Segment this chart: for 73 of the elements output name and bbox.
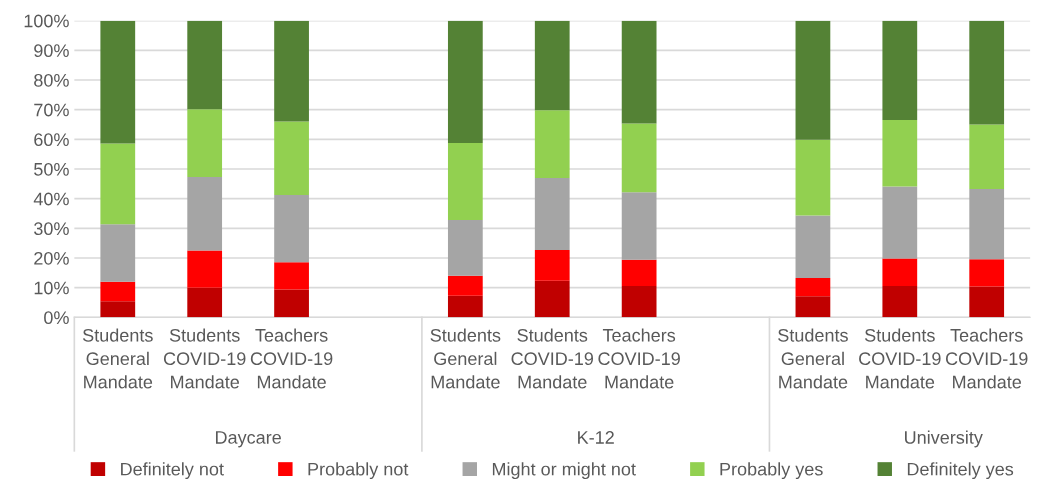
bar (969, 20, 1005, 125)
bar (187, 250, 223, 288)
x-tick-label: Teachers COVID-19 Mandate (945, 328, 1028, 389)
legend-label: Definitely yes (907, 462, 1014, 480)
x-tick-label: Students General Mandate (82, 328, 153, 389)
y-tick-label: 50% (34, 162, 69, 176)
bar (621, 285, 657, 318)
bar (621, 123, 657, 193)
bar (882, 258, 918, 286)
bar (100, 20, 136, 144)
y-tick-label: 60% (34, 133, 69, 147)
bar (534, 280, 570, 318)
bar (882, 20, 918, 121)
bar (534, 20, 570, 111)
x-tick-label: Students COVID-19 Mandate (859, 328, 941, 389)
x-tick-label: Students COVID-19 Mandate (163, 328, 246, 389)
bar (969, 188, 1005, 260)
y-tick-label: 90% (34, 44, 69, 58)
y-tick-label: 30% (34, 222, 69, 236)
y-tick-label: 80% (34, 73, 69, 87)
bar (100, 281, 136, 302)
bar (969, 286, 1005, 318)
bar (274, 262, 309, 290)
bar (882, 186, 918, 259)
bar (621, 192, 657, 260)
text: University (905, 430, 983, 448)
bar (882, 285, 918, 318)
text: K-12 (578, 431, 614, 444)
bar (969, 259, 1005, 287)
bar (621, 20, 657, 124)
bar (795, 215, 831, 278)
legend-label: Probably yes (720, 462, 823, 480)
bar (795, 277, 831, 297)
bar (795, 139, 831, 216)
x-tick-label: Students General Mandate (778, 328, 848, 389)
bar (534, 110, 570, 178)
legend-label: Definitely not (121, 462, 224, 480)
bar (274, 20, 309, 122)
bar (100, 224, 136, 282)
legend-label: Probably not (308, 462, 409, 480)
bar (795, 296, 831, 318)
text: Daycare (215, 431, 281, 448)
bar (969, 124, 1005, 189)
bar (534, 177, 570, 250)
bar (274, 121, 309, 196)
x-tick-label: Teachers COVID-19 Mandate (598, 328, 680, 389)
y-tick-label: 40% (33, 192, 69, 206)
y-tick-label: 0% (44, 311, 69, 325)
bar (187, 20, 223, 110)
y-tick-label: 20% (34, 251, 69, 265)
bar (447, 295, 483, 318)
x-tick-label: Students COVID-19 Mandate (511, 328, 594, 389)
bar (795, 20, 831, 140)
bar (187, 177, 223, 251)
bar (621, 259, 657, 286)
bar (447, 275, 483, 296)
bar (100, 301, 136, 318)
bar (187, 109, 223, 178)
bar (100, 143, 136, 225)
bar (447, 20, 483, 143)
y-tick-label: 70% (34, 103, 69, 117)
bar (447, 142, 483, 221)
bar (882, 120, 918, 187)
bar (274, 289, 309, 318)
y-tick-label: 10% (34, 281, 69, 295)
x-tick-label: Students General Mandate (430, 328, 501, 389)
bar (187, 287, 223, 318)
bar (447, 220, 483, 276)
bar (534, 249, 570, 281)
y-tick-label: 100% (24, 14, 69, 28)
x-tick-label: Teachers COVID-19 Mandate (250, 328, 333, 389)
bar (274, 195, 309, 263)
legend-label: Might or might not (492, 462, 636, 480)
